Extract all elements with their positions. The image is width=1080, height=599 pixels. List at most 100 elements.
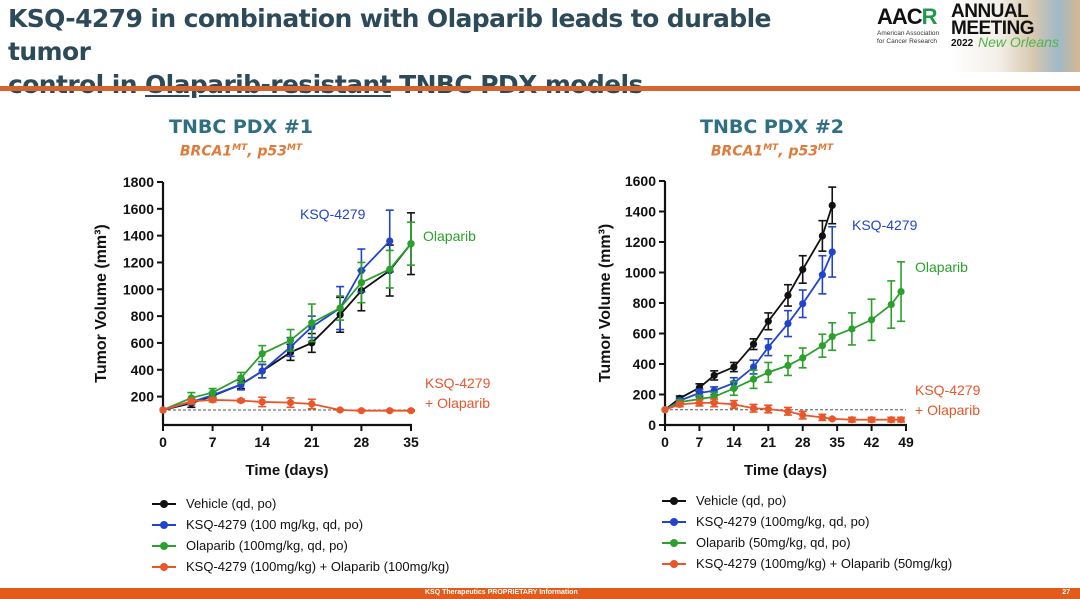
panel-2-y-tick-label: 1000 xyxy=(625,265,656,281)
panel-1-data-point xyxy=(258,367,266,375)
panel-2-data-point xyxy=(730,400,738,409)
legend-label: Vehicle (qd, po) xyxy=(186,496,277,511)
panel-1-y-tick-label: 200 xyxy=(131,389,155,405)
aacr-annual-meeting-logo: AACR American Association for Cancer Rese… xyxy=(865,0,1080,72)
panel-2-data-point xyxy=(818,271,826,279)
panel-2-x-tick-label: 21 xyxy=(760,434,776,450)
legend-marker-icon xyxy=(152,518,176,532)
panel-2-y-tick-label: 800 xyxy=(633,295,657,311)
legend-marker-icon xyxy=(152,560,176,574)
legend-marker-icon xyxy=(662,557,686,571)
panel-2-data-point xyxy=(848,416,856,424)
panel-2-data-point xyxy=(764,368,772,376)
panel-1-x-tick-label: 28 xyxy=(354,434,370,450)
legend-marker-icon xyxy=(152,539,176,553)
aacr-wordmark: AACR xyxy=(877,4,938,30)
panel-2-data-point xyxy=(749,404,758,412)
panel-2-sup-b: MT xyxy=(818,143,834,153)
panel-2-y-tick-label: 0 xyxy=(648,417,656,433)
aacr-text-accent: R xyxy=(921,4,938,29)
legend-label: Vehicle (qd, po) xyxy=(696,493,787,508)
panel-1-y-tick-label: 600 xyxy=(131,335,155,351)
panel-2-x-tick-label: 42 xyxy=(864,434,880,450)
title-pre: control in xyxy=(8,70,145,99)
panel-1-data-point xyxy=(209,396,217,404)
panel-2-data-point xyxy=(730,363,738,371)
legend-label: KSQ-4279 (100mg/kg, qd, po) xyxy=(696,514,870,529)
panel-2-data-point xyxy=(661,406,669,414)
panel-1-y-tick-label: 1400 xyxy=(123,228,154,244)
page-number: 27 xyxy=(1062,589,1070,596)
panel-1-subtitle: BRCA1MT, p53MT xyxy=(91,143,391,160)
panel-1-data-point xyxy=(286,399,295,407)
panel-1-data-point xyxy=(407,240,415,248)
panel-2-legend: Vehicle (qd, po) KSQ-4279 (100mg/kg, qd, … xyxy=(662,490,952,574)
panel-1-y-tick-label: 1600 xyxy=(123,201,154,217)
panel-1-data-point xyxy=(357,278,365,287)
panel-2-y-tick-label: 1200 xyxy=(625,234,656,250)
panel-1-y-tick-label: 1200 xyxy=(123,254,154,270)
panel-2-data-point xyxy=(887,300,895,309)
panel-2-y-tick-label: 200 xyxy=(633,387,657,403)
aacr-subtitle-2: for Cancer Research xyxy=(877,38,937,45)
panel-1-data-point xyxy=(386,265,394,273)
panel-2-data-point xyxy=(897,416,905,424)
panel-2-series-annotation: + Olaparib xyxy=(915,402,980,418)
panel-2-data-point xyxy=(848,325,856,333)
panel-2-y-tick-label: 1600 xyxy=(625,173,656,189)
panel-2-data-point xyxy=(784,319,792,328)
panel-2-x-tick-label: 28 xyxy=(795,434,811,450)
panel-2-data-point xyxy=(867,316,876,324)
panel-2-data-point xyxy=(749,340,758,348)
panel-1-data-point xyxy=(258,350,266,358)
panel-2-series-annotation: KSQ-4279 xyxy=(852,217,918,233)
panel-2-series-annotation: KSQ-4279 xyxy=(915,382,981,398)
legend-item: KSQ-4279 (100mg/kg, qd, po) xyxy=(662,511,952,532)
panel-2-x-tick-label: 7 xyxy=(696,434,704,450)
panel-2-data-point xyxy=(897,287,905,296)
panel-2-y-tick-label: 600 xyxy=(633,326,657,342)
panel-2-data-point xyxy=(799,354,807,362)
panel-1-y-tick-label: 400 xyxy=(131,362,155,378)
title-underlined: Olaparib-resistant xyxy=(145,70,392,99)
panel-2-y-axis-label: Tumor Volume (mm³) xyxy=(597,224,614,383)
panel-2-data-point xyxy=(887,416,895,424)
legend-label: Olaparib (50mg/kg, qd, po) xyxy=(696,535,851,550)
meeting-text: MEETING xyxy=(951,18,1035,39)
panel-1-data-point xyxy=(386,407,394,415)
panel-2-data-point xyxy=(799,265,807,274)
panel-2-data-point xyxy=(764,317,772,325)
panel-2-subtitle: BRCA1MT, p53MT xyxy=(622,143,922,160)
panel-1-data-point xyxy=(336,406,344,414)
panel-2-series-line-1 xyxy=(664,205,834,411)
panel-1-data-point xyxy=(237,397,245,405)
panel-1-series-annotation: + Olaparib xyxy=(425,395,490,411)
panel-1-data-point xyxy=(336,304,344,312)
annual-text: ANNUAL xyxy=(951,1,1029,22)
panel-2-data-point xyxy=(764,343,772,351)
panel-1-series-line-4 xyxy=(162,399,411,412)
panel-1-series-line-1 xyxy=(162,243,412,411)
panel-2-data-point xyxy=(749,375,758,383)
aacr-subtitle: American Association for Cancer Research xyxy=(877,30,939,46)
panel-2-x-tick-label: 35 xyxy=(829,434,845,450)
panel-1-gene-a: BRCA1 xyxy=(179,143,233,160)
panel-1-data-point xyxy=(357,407,365,415)
legend-item: KSQ-4279 (100 mg/kg, qd, po) xyxy=(152,514,449,535)
legend-marker-icon xyxy=(662,515,686,529)
aacr-subtitle-1: American Association xyxy=(877,30,940,37)
panel-2-data-point xyxy=(730,384,738,392)
panel-1-data-point xyxy=(258,398,266,406)
legend-label: Olaparib (100mg/kg, qd, po) xyxy=(186,538,348,553)
panel-1-series-annotation: Olaparib xyxy=(423,228,476,244)
panel-1-sup-b: MT xyxy=(287,143,303,153)
annual-meeting-text: ANNUAL MEETING xyxy=(951,1,1035,39)
panel-2-data-point xyxy=(799,411,807,419)
panel-1-data-point xyxy=(187,397,195,405)
panel-2-data-point xyxy=(764,405,772,413)
panel-1-x-axis-label: Time (days) xyxy=(245,462,328,479)
footer-bar: KSQ Therapeutics PROPRIETARY Information… xyxy=(0,588,1080,599)
panel-2-data-point xyxy=(710,399,718,407)
panel-2-data-point xyxy=(828,248,836,256)
panel-2-data-point xyxy=(749,363,758,371)
